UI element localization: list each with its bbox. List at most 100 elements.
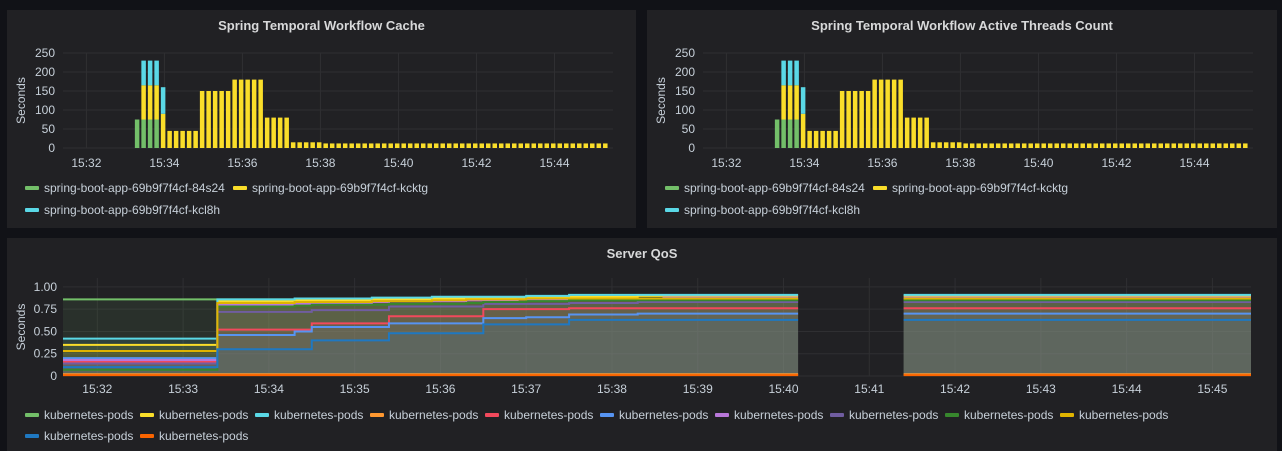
y-tick-label: 0 — [48, 141, 55, 155]
bar — [820, 130, 825, 148]
bar — [950, 142, 955, 148]
bar — [807, 130, 812, 148]
legend-item[interactable]: kubernetes-pods — [25, 429, 133, 443]
x-tick-label: 15:41 — [854, 382, 884, 396]
legend-item[interactable]: spring-boot-app-69b9f7f4cf-84s24 — [665, 181, 865, 195]
bar — [154, 60, 159, 86]
y-tick-label: 200 — [675, 65, 695, 79]
bar — [774, 119, 780, 148]
legend-item[interactable]: kubernetes-pods — [370, 408, 478, 422]
bar — [564, 143, 569, 148]
legend-item[interactable]: kubernetes-pods — [600, 408, 708, 422]
bar — [1021, 143, 1027, 148]
legend-item[interactable]: spring-boot-app-69b9f7f4cf-kcktg — [233, 181, 428, 195]
bar — [316, 142, 322, 148]
bar — [924, 117, 929, 148]
series-area — [903, 299, 1251, 376]
bar — [368, 143, 374, 148]
qos-chart[interactable]: 0 0.25 0.50 0.75 1.00 15:32 15:33 15:34 15:35 15:… — [7, 238, 1277, 451]
bar — [492, 143, 498, 148]
x-tick-label: 15:42 — [940, 382, 970, 396]
bar — [459, 143, 465, 148]
legend-swatch — [25, 208, 39, 212]
series-area — [903, 319, 1251, 376]
x-tick-label: 15:43 — [1026, 382, 1056, 396]
bar — [147, 119, 153, 148]
x-tick-label: 15:44 — [539, 156, 569, 170]
legend-item[interactable]: kubernetes-pods — [485, 408, 593, 422]
bar — [512, 143, 517, 148]
y-tick-label: 0 — [50, 369, 57, 383]
legend-label: kubernetes-pods — [159, 408, 249, 422]
legend-item[interactable]: kubernetes-pods — [945, 408, 1053, 422]
bar — [794, 60, 799, 86]
bar — [1015, 143, 1020, 148]
legend-swatch — [25, 434, 39, 438]
legend-swatch — [140, 413, 154, 417]
legend-item[interactable]: spring-boot-app-69b9f7f4cf-kcktg — [873, 181, 1068, 195]
legend-label: kubernetes-pods — [504, 408, 594, 422]
legend-item[interactable]: spring-boot-app-69b9f7f4cf-kcl8h — [665, 203, 860, 217]
legend-item[interactable]: spring-boot-app-69b9f7f4cf-84s24 — [25, 181, 225, 195]
legend-item[interactable]: kubernetes-pods — [140, 408, 248, 422]
bar — [1210, 143, 1216, 148]
bar — [885, 79, 890, 148]
series-line — [63, 297, 799, 353]
legend-item[interactable]: kubernetes-pods — [830, 408, 938, 422]
series-line — [63, 318, 799, 369]
series-area — [63, 308, 799, 376]
y-tick-label: 1.00 — [34, 280, 58, 294]
bar — [219, 91, 224, 148]
bar — [160, 113, 166, 148]
y-tick-label: 150 — [35, 84, 55, 98]
bar — [394, 143, 400, 148]
bar — [518, 143, 524, 148]
bar — [446, 143, 452, 148]
panel-title[interactable]: Spring Temporal Workflow Active Threads … — [811, 18, 1113, 33]
bar — [577, 143, 582, 148]
threads-chart[interactable]: 0 50 100 150 200 250 15:32 15:34 15:36 15:38 15:40… — [647, 10, 1277, 228]
bar — [989, 143, 994, 148]
x-tick-label: 15:32 — [82, 382, 112, 396]
x-tick-label: 15:38 — [945, 156, 975, 170]
bar — [1191, 143, 1196, 148]
bar — [930, 142, 936, 148]
bar — [1204, 143, 1209, 148]
x-tick-label: 15:44 — [1179, 156, 1209, 170]
legend-item[interactable]: kubernetes-pods — [255, 408, 363, 422]
legend-label: kubernetes-pods — [389, 408, 479, 422]
bar — [583, 143, 589, 148]
bar — [800, 87, 806, 114]
bar — [1119, 143, 1124, 148]
y-tick-label: 0.25 — [34, 347, 58, 361]
legend-item[interactable]: kubernetes-pods — [25, 408, 133, 422]
legend-item[interactable]: kubernetes-pods — [715, 408, 823, 422]
bar — [167, 130, 172, 148]
bar — [1178, 143, 1183, 148]
bar — [173, 130, 179, 148]
legend-item[interactable]: kubernetes-pods — [1060, 408, 1168, 422]
bar — [1106, 143, 1111, 148]
y-tick-label: 50 — [682, 122, 696, 136]
panel-title[interactable]: Spring Temporal Workflow Cache — [218, 18, 425, 33]
bar — [833, 130, 838, 148]
qos-panel: Server QoS 0 0.25 0.50 0.75 1.00 15:32 15:33 15… — [7, 238, 1277, 451]
bar — [878, 79, 884, 148]
bar — [186, 130, 192, 148]
threads-panel: Spring Temporal Workflow Active Threads … — [647, 10, 1277, 228]
bar — [852, 91, 858, 148]
legend-item[interactable]: spring-boot-app-69b9f7f4cf-kcl8h — [25, 203, 220, 217]
bar — [134, 119, 140, 148]
bar — [342, 143, 348, 148]
x-tick-label: 15:38 — [597, 382, 627, 396]
panel-title[interactable]: Server QoS — [606, 246, 678, 261]
bar — [531, 143, 537, 148]
series-line — [63, 301, 799, 365]
x-tick-label: 15:42 — [461, 156, 491, 170]
bar — [420, 143, 426, 148]
x-tick-label: 15:37 — [511, 382, 541, 396]
y-axis-label: Seconds — [14, 77, 28, 124]
legend-item[interactable]: kubernetes-pods — [140, 429, 248, 443]
bar — [336, 143, 341, 148]
cache-chart[interactable]: 0 50 100 150 200 250 15:32 15:34 15:36 15:38 15:40… — [7, 10, 636, 228]
